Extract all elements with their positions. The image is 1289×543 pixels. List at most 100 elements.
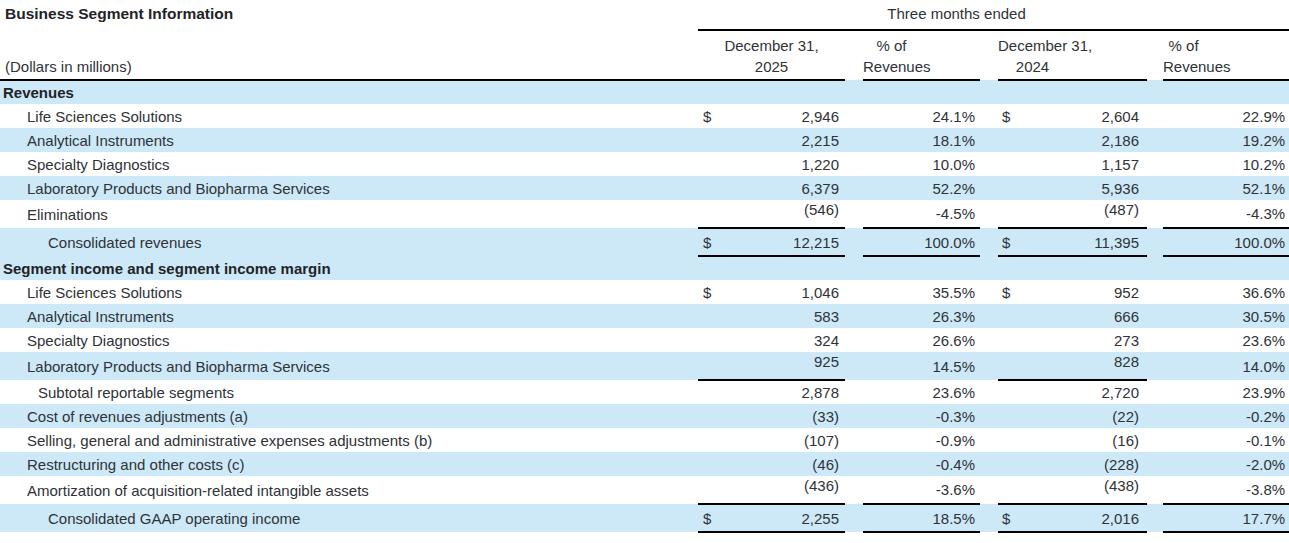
column-gap — [1147, 104, 1163, 128]
value-2024: 2,016 — [1022, 504, 1147, 532]
column-gap — [845, 152, 863, 176]
table-row: Restructuring and other costs (c)(46)-0.… — [0, 452, 1289, 476]
table-row: Specialty Diagnostics32426.6%27323.6% — [0, 328, 1289, 352]
row-label: Life Sciences Solutions — [0, 104, 698, 128]
column-header-line: December 31, — [698, 35, 845, 56]
column-gap — [980, 352, 998, 380]
column-gap — [980, 256, 998, 280]
value-2024: 2,186 — [1022, 128, 1147, 152]
column-gap — [1147, 80, 1163, 104]
column-header-line: 2025 — [698, 56, 845, 77]
column-gap — [980, 280, 998, 304]
value-2025: 925 — [722, 352, 845, 380]
column-header-line: % of — [863, 35, 920, 56]
pct-of-revenues-2025: 18.5% — [863, 504, 980, 532]
table-row: Revenues — [0, 80, 1289, 104]
currency-symbol-2024 — [998, 380, 1022, 404]
row-label: Consolidated GAAP operating income — [0, 504, 698, 532]
pct-of-revenues-2024: -0.2% — [1163, 404, 1289, 428]
column-gap — [845, 104, 863, 128]
pct-of-revenues-2024: -4.3% — [1163, 200, 1289, 228]
currency-symbol-2025 — [698, 152, 722, 176]
value-2025: (33) — [722, 404, 845, 428]
currency-symbol-2024 — [998, 304, 1022, 328]
table-row: Segment income and segment income margin — [0, 256, 1289, 280]
column-gap — [1147, 304, 1163, 328]
currency-symbol-2024: $ — [998, 504, 1022, 532]
currency-symbol-2025 — [698, 352, 722, 380]
value-2024: 828 — [1022, 352, 1147, 380]
row-label: Segment income and segment income margin — [0, 256, 698, 280]
column-gap — [1147, 328, 1163, 352]
column-gap — [980, 152, 998, 176]
currency-symbol-2024 — [998, 80, 1022, 104]
column-gap — [845, 452, 863, 476]
currency-symbol-2024 — [998, 404, 1022, 428]
column-header-line: December 31, — [998, 35, 1067, 56]
column-gap — [1147, 256, 1163, 280]
column-gap — [845, 280, 863, 304]
table-row: Consolidated revenues$12,215100.0%$11,39… — [0, 228, 1289, 256]
column-gap — [980, 428, 998, 452]
table-row: Laboratory Products and Biopharma Servic… — [0, 176, 1289, 200]
value-2025: (546) — [722, 200, 845, 228]
value-2024: (16) — [1022, 428, 1147, 452]
row-label: Eliminations — [0, 200, 698, 228]
row-label: Analytical Instruments — [0, 304, 698, 328]
segment-table: Business Segment Information Three month… — [0, 0, 1289, 533]
column-gap — [1147, 380, 1163, 404]
pct-of-revenues-2024: 10.2% — [1163, 152, 1289, 176]
table-row: Cost of revenues adjustments (a)(33)-0.3… — [0, 404, 1289, 428]
row-label: Life Sciences Solutions — [0, 280, 698, 304]
value-2025: (436) — [722, 476, 845, 504]
row-label: Laboratory Products and Biopharma Servic… — [0, 176, 698, 200]
value-2025: 2,255 — [722, 504, 845, 532]
column-header-dec-2024: December 31, 2024 — [998, 30, 1147, 80]
column-gap — [845, 30, 863, 80]
value-2024: 11,395 — [1022, 228, 1147, 256]
table-row: Amortization of acquisition-related inta… — [0, 476, 1289, 504]
column-header-line: 2024 — [998, 56, 1067, 77]
table-row: Analytical Instruments58326.3%66630.5% — [0, 304, 1289, 328]
pct-of-revenues-2025: 14.5% — [863, 352, 980, 380]
pct-of-revenues-2024: -2.0% — [1163, 452, 1289, 476]
currency-symbol-2025 — [698, 304, 722, 328]
column-gap — [1147, 476, 1163, 504]
column-gap — [1147, 452, 1163, 476]
value-2025: 2,878 — [722, 380, 845, 404]
column-gap — [980, 30, 998, 80]
currency-symbol-2025 — [698, 128, 722, 152]
currency-symbol-2024 — [998, 476, 1022, 504]
column-gap — [980, 104, 998, 128]
column-gap — [980, 380, 998, 404]
currency-symbol-2025 — [698, 256, 722, 280]
pct-of-revenues-2025: 35.5% — [863, 280, 980, 304]
column-gap — [980, 200, 998, 228]
header-row-columns: (Dollars in millions) December 31, 2025 … — [0, 30, 1289, 80]
column-gap — [1147, 428, 1163, 452]
units-note: (Dollars in millions) — [0, 30, 698, 80]
pct-of-revenues-2024: 23.6% — [1163, 328, 1289, 352]
column-gap — [845, 380, 863, 404]
pct-of-revenues-2025: 100.0% — [863, 228, 980, 256]
value-2024 — [1022, 80, 1147, 104]
currency-symbol-2025: $ — [698, 280, 722, 304]
column-gap — [1147, 504, 1163, 532]
table-row: Consolidated GAAP operating income $2,255… — [0, 504, 1289, 532]
value-2024: (438) — [1022, 476, 1147, 504]
column-gap — [1147, 404, 1163, 428]
pct-of-revenues-2024: 17.7% — [1163, 504, 1289, 532]
column-gap — [845, 228, 863, 256]
pct-of-revenues-2025: 23.6% — [863, 380, 980, 404]
table-row: Life Sciences Solutions$2,94624.1%$2,604… — [0, 104, 1289, 128]
pct-of-revenues-2025: -0.4% — [863, 452, 980, 476]
column-gap — [1147, 176, 1163, 200]
pct-of-revenues-2025: -4.5% — [863, 200, 980, 228]
value-2025: 324 — [722, 328, 845, 352]
currency-symbol-2025 — [698, 452, 722, 476]
table-row: Life Sciences Solutions$1,04635.5%$95236… — [0, 280, 1289, 304]
column-gap — [845, 476, 863, 504]
pct-of-revenues-2024 — [1163, 80, 1289, 104]
column-header-line: Revenues — [1163, 56, 1204, 77]
value-2025: (107) — [722, 428, 845, 452]
